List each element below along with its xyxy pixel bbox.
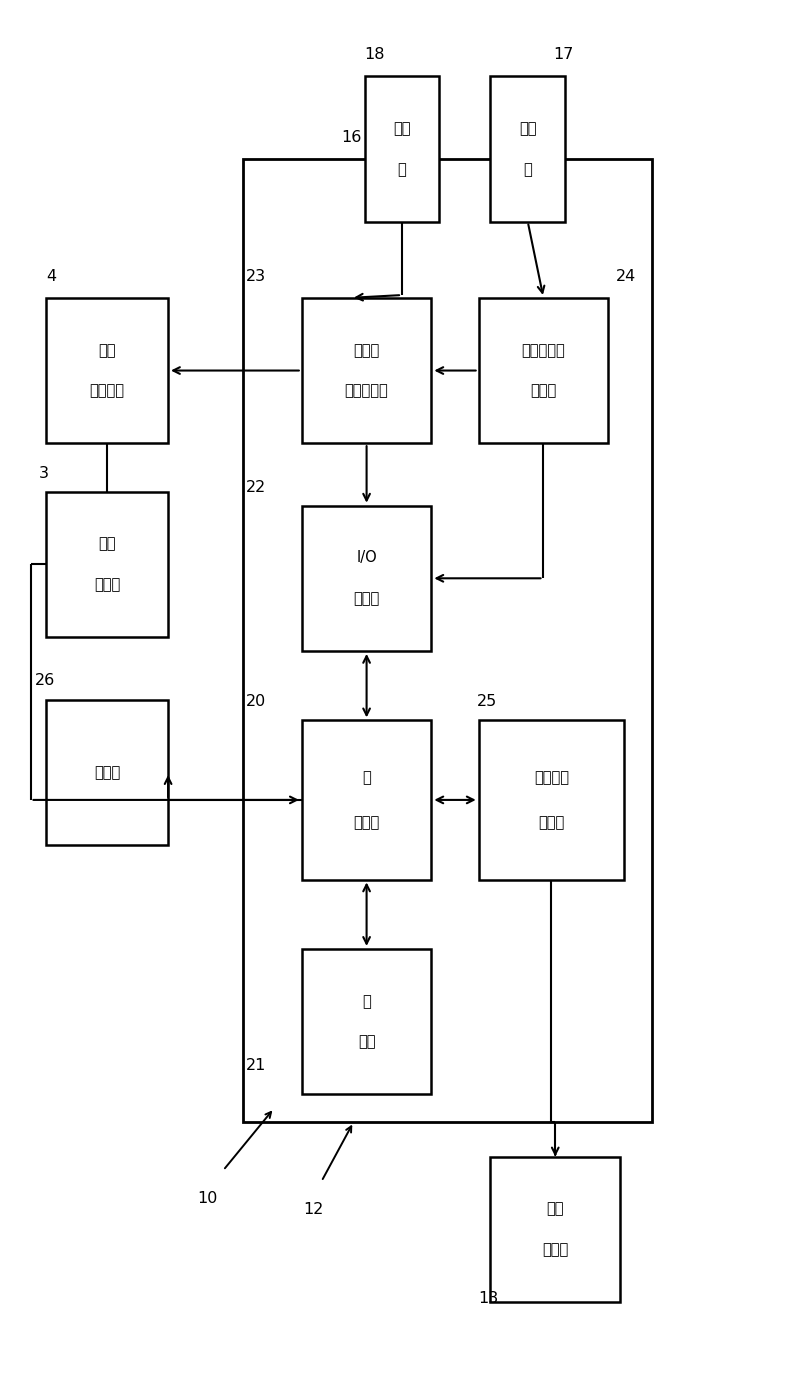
Text: 12: 12 bbox=[303, 1202, 324, 1217]
Text: 3: 3 bbox=[38, 466, 48, 481]
Text: 13: 13 bbox=[478, 1291, 499, 1307]
Bar bbox=[302, 298, 431, 443]
Text: 10: 10 bbox=[198, 1191, 218, 1206]
Bar bbox=[490, 76, 565, 221]
Text: 信号处理部: 信号处理部 bbox=[345, 383, 389, 399]
Text: 摄像部: 摄像部 bbox=[94, 765, 120, 779]
Text: 26: 26 bbox=[34, 673, 54, 688]
Bar bbox=[46, 298, 168, 443]
Text: 处理电路: 处理电路 bbox=[90, 383, 125, 399]
Text: 24: 24 bbox=[616, 269, 637, 284]
Text: 20: 20 bbox=[246, 694, 266, 709]
Bar bbox=[302, 949, 431, 1094]
Bar bbox=[302, 720, 431, 880]
Bar bbox=[478, 720, 624, 880]
Text: 微: 微 bbox=[362, 769, 371, 785]
Text: 22: 22 bbox=[246, 480, 266, 494]
Text: 储部: 储部 bbox=[358, 1034, 375, 1049]
Bar bbox=[490, 1157, 620, 1302]
Text: 存: 存 bbox=[362, 993, 371, 1009]
Text: 驱动器: 驱动器 bbox=[530, 383, 557, 399]
Bar bbox=[242, 159, 651, 1122]
Text: 23: 23 bbox=[246, 269, 266, 284]
Text: 16: 16 bbox=[341, 130, 362, 145]
Text: 25: 25 bbox=[477, 694, 498, 709]
Text: 控制器: 控制器 bbox=[354, 592, 380, 606]
Text: 控制器: 控制器 bbox=[538, 814, 565, 830]
Text: I/O: I/O bbox=[356, 550, 377, 565]
Text: 处理器: 处理器 bbox=[354, 814, 380, 830]
Text: 部: 部 bbox=[523, 162, 532, 176]
Text: 控制部: 控制部 bbox=[542, 1242, 568, 1258]
Bar bbox=[365, 76, 439, 221]
Bar bbox=[302, 505, 431, 651]
Text: 4: 4 bbox=[46, 269, 56, 284]
Text: 21: 21 bbox=[246, 1059, 266, 1073]
Text: 传感器: 传感器 bbox=[354, 343, 380, 358]
Text: 驱动: 驱动 bbox=[519, 122, 537, 136]
Text: 检测部: 检测部 bbox=[94, 578, 120, 592]
Text: 传感: 传感 bbox=[394, 122, 410, 136]
Text: 系统: 系统 bbox=[546, 1202, 564, 1217]
Bar bbox=[478, 298, 608, 443]
Text: 17: 17 bbox=[554, 48, 574, 63]
Text: 外部通信: 外部通信 bbox=[534, 769, 569, 785]
Text: 信号: 信号 bbox=[98, 343, 116, 358]
Bar bbox=[46, 700, 168, 845]
Text: 器: 器 bbox=[398, 162, 406, 176]
Text: 驱动部控制: 驱动部控制 bbox=[522, 343, 566, 358]
Text: 18: 18 bbox=[365, 48, 385, 63]
Text: 光学: 光学 bbox=[98, 537, 116, 551]
Bar bbox=[46, 491, 168, 637]
